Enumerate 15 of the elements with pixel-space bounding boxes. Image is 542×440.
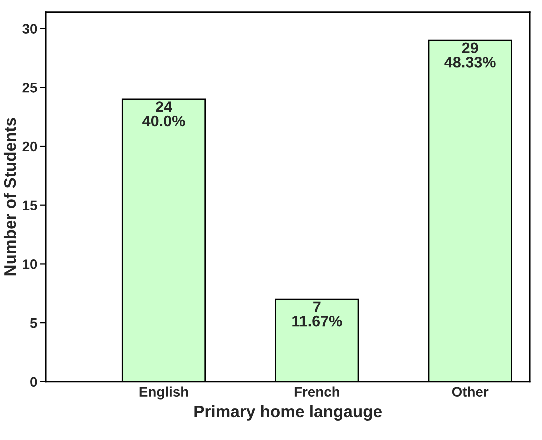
data-label: 24 40.0% bbox=[142, 102, 186, 127]
y-tick-label: 10 bbox=[23, 260, 38, 270]
data-label: 7 11.67% bbox=[292, 302, 342, 327]
y-tick-label: 20 bbox=[22, 142, 38, 152]
x-tick-label: English bbox=[140, 386, 188, 400]
x-tick-label: Other bbox=[452, 386, 489, 397]
y-tick-label: 0 bbox=[30, 377, 38, 388]
x-tick-label: French bbox=[294, 386, 340, 397]
y-tick-label: 30 bbox=[22, 24, 38, 34]
x-axis-title: Primary home langauge bbox=[194, 405, 382, 421]
y-tick-label: 15 bbox=[23, 200, 38, 211]
y-tick-label: 5 bbox=[30, 318, 38, 328]
y-axis-title: Number of Students bbox=[4, 118, 16, 276]
data-label: 29 48.33% bbox=[444, 42, 496, 68]
y-tick-label: 25 bbox=[22, 82, 38, 93]
